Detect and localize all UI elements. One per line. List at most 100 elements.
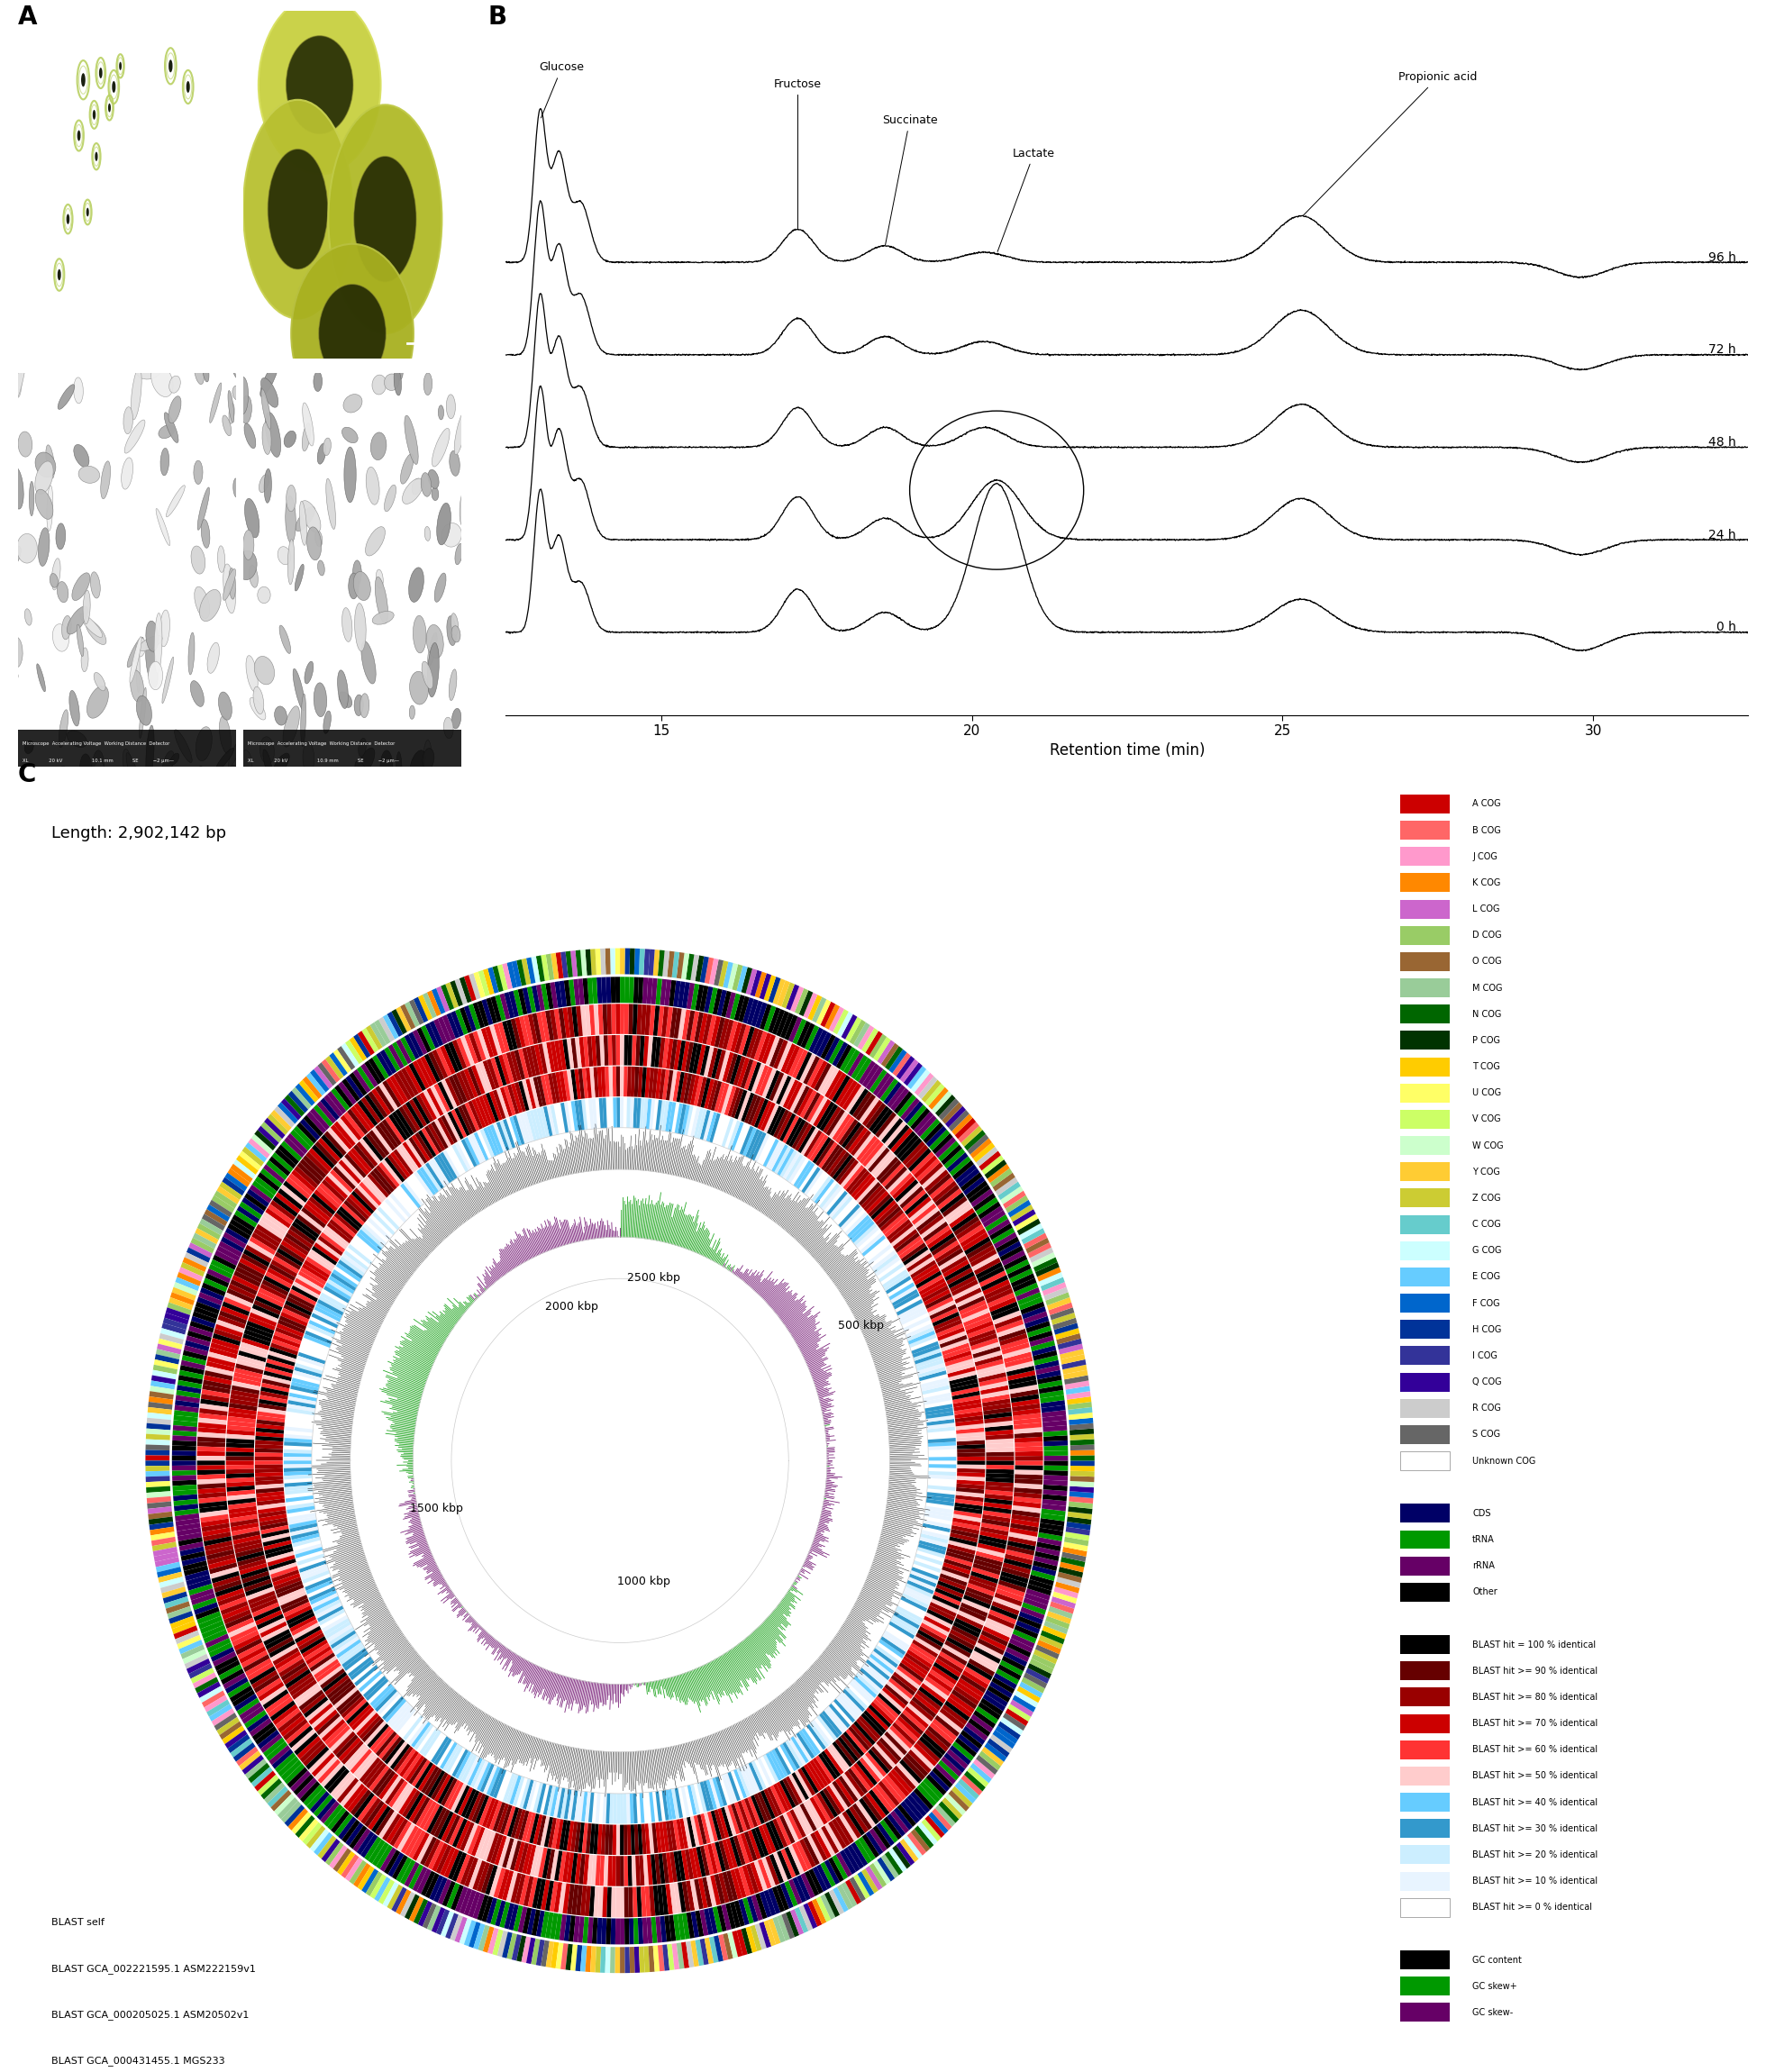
Polygon shape <box>417 1028 431 1053</box>
Polygon shape <box>953 1403 982 1411</box>
Polygon shape <box>321 1838 341 1863</box>
Polygon shape <box>974 1554 1003 1566</box>
Polygon shape <box>263 1535 291 1546</box>
Polygon shape <box>911 1260 935 1278</box>
Polygon shape <box>792 1019 806 1044</box>
Polygon shape <box>659 1038 666 1067</box>
Polygon shape <box>440 1152 458 1179</box>
Polygon shape <box>959 1225 983 1243</box>
Polygon shape <box>272 1569 300 1583</box>
Polygon shape <box>499 1055 511 1084</box>
Polygon shape <box>470 1133 486 1162</box>
Polygon shape <box>884 1121 907 1146</box>
Polygon shape <box>197 1612 222 1624</box>
Polygon shape <box>705 957 714 984</box>
Polygon shape <box>236 1548 263 1558</box>
Polygon shape <box>799 1904 813 1931</box>
Polygon shape <box>788 1119 806 1148</box>
Polygon shape <box>870 1653 895 1674</box>
Ellipse shape <box>449 450 460 477</box>
Polygon shape <box>447 1042 463 1071</box>
Polygon shape <box>147 1510 172 1519</box>
Polygon shape <box>735 1803 747 1832</box>
Polygon shape <box>256 1177 277 1196</box>
Ellipse shape <box>444 717 453 738</box>
Polygon shape <box>793 1734 811 1761</box>
Polygon shape <box>834 1156 856 1183</box>
Polygon shape <box>832 1740 852 1767</box>
Bar <box>1400 1057 1450 1075</box>
Polygon shape <box>179 1370 204 1380</box>
Polygon shape <box>284 1465 312 1469</box>
Polygon shape <box>690 955 699 980</box>
Polygon shape <box>185 1564 208 1577</box>
Polygon shape <box>925 1225 950 1245</box>
Polygon shape <box>396 1786 414 1813</box>
Polygon shape <box>829 1040 845 1065</box>
Polygon shape <box>880 1042 898 1067</box>
Polygon shape <box>330 1772 353 1796</box>
Ellipse shape <box>154 613 162 673</box>
Polygon shape <box>412 1832 430 1861</box>
Polygon shape <box>208 1351 236 1363</box>
Polygon shape <box>172 1455 195 1461</box>
Polygon shape <box>561 1944 568 1970</box>
Polygon shape <box>314 1065 334 1090</box>
Polygon shape <box>877 1040 895 1065</box>
Polygon shape <box>717 1906 726 1931</box>
Polygon shape <box>948 1111 969 1131</box>
Polygon shape <box>662 1852 669 1883</box>
Polygon shape <box>289 1519 318 1529</box>
Polygon shape <box>866 1660 889 1680</box>
Polygon shape <box>373 1687 396 1709</box>
Polygon shape <box>350 1071 367 1096</box>
Polygon shape <box>921 1285 950 1301</box>
Polygon shape <box>1054 1587 1079 1598</box>
Ellipse shape <box>428 632 437 667</box>
Polygon shape <box>288 1293 314 1310</box>
Polygon shape <box>911 1341 939 1355</box>
Polygon shape <box>935 1583 964 1598</box>
Polygon shape <box>188 1583 213 1595</box>
Polygon shape <box>966 1320 994 1334</box>
Polygon shape <box>437 986 449 1013</box>
Polygon shape <box>941 1256 967 1274</box>
Polygon shape <box>412 1722 431 1747</box>
Polygon shape <box>896 1763 919 1786</box>
Circle shape <box>169 60 172 73</box>
Polygon shape <box>538 1848 548 1877</box>
Polygon shape <box>378 1879 394 1904</box>
Polygon shape <box>806 1834 824 1863</box>
Polygon shape <box>907 1581 934 1593</box>
Polygon shape <box>801 1024 815 1048</box>
Polygon shape <box>959 1734 980 1753</box>
Polygon shape <box>980 1386 1008 1394</box>
Polygon shape <box>875 1645 900 1664</box>
Polygon shape <box>971 1571 998 1583</box>
Polygon shape <box>286 1608 314 1624</box>
Polygon shape <box>508 961 517 988</box>
Polygon shape <box>217 1185 240 1204</box>
Polygon shape <box>667 1102 676 1131</box>
Polygon shape <box>248 1312 277 1326</box>
Polygon shape <box>925 1612 951 1629</box>
Ellipse shape <box>261 377 279 408</box>
Polygon shape <box>951 1160 974 1181</box>
Polygon shape <box>227 1481 254 1488</box>
Polygon shape <box>211 1571 240 1583</box>
Polygon shape <box>369 1171 392 1196</box>
Polygon shape <box>880 1854 898 1879</box>
Polygon shape <box>277 1102 298 1123</box>
Polygon shape <box>623 1794 627 1823</box>
Polygon shape <box>540 1815 550 1846</box>
Polygon shape <box>146 1444 170 1450</box>
Polygon shape <box>518 1048 529 1080</box>
Polygon shape <box>816 1102 834 1129</box>
Polygon shape <box>309 1653 335 1672</box>
Polygon shape <box>992 1305 1019 1320</box>
Polygon shape <box>477 1001 488 1028</box>
Polygon shape <box>293 1622 319 1639</box>
Polygon shape <box>644 1823 651 1854</box>
Polygon shape <box>206 1633 229 1647</box>
Polygon shape <box>556 1944 563 1968</box>
